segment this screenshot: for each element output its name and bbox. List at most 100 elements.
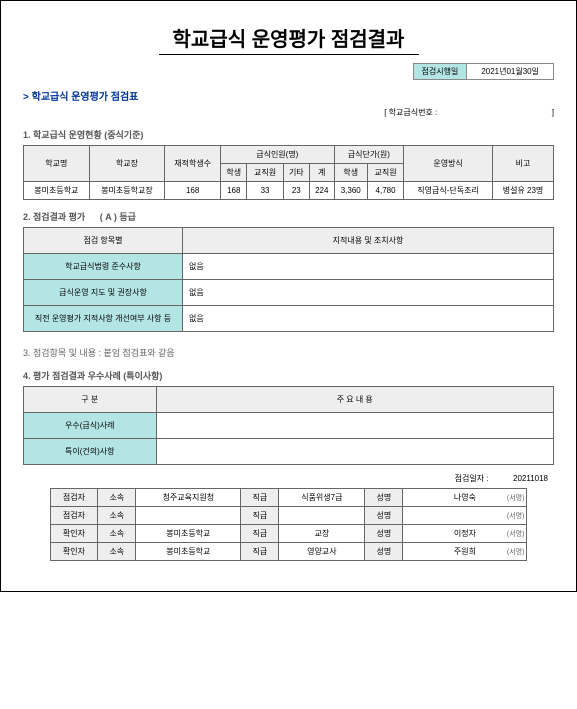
cell-content: 없음: [183, 254, 554, 280]
table-row: 확인자 소속 봉미초등학교 직급 교장 성명 이정자(서명): [50, 525, 527, 543]
cell-content: 없음: [183, 306, 554, 332]
cell-content: [156, 413, 554, 439]
cell-affil: [136, 507, 241, 525]
th-name-label: 성명: [365, 507, 403, 525]
cell-content: [156, 439, 554, 465]
th-student: 학생: [221, 164, 247, 182]
cell-pos: [279, 507, 365, 525]
th-staff2: 교직원: [367, 164, 403, 182]
cell-cost-student: 3,360: [334, 182, 367, 200]
cell-name: (서명): [403, 507, 527, 525]
th-affil-label: 소속: [98, 489, 136, 507]
cell-content: 없음: [183, 280, 554, 306]
th-student2: 학생: [334, 164, 367, 182]
table-row: 점검자 소속 직급 성명 (서명): [50, 507, 527, 525]
cell-pos: 교장: [279, 525, 365, 543]
date-block: 점검시행일 2021년01월30일: [23, 63, 554, 80]
cell-affil: 봉미초등학교: [136, 543, 241, 561]
th-head: 학교장: [89, 146, 165, 182]
cell-item: 직전 운영평가 지적사항 개선여부 사항 등: [24, 306, 183, 332]
date-label: 점검시행일: [413, 63, 468, 80]
table-row: 점검자 소속 청주교육지원청 직급 식품위생7급 성명 나영숙(서명): [50, 489, 527, 507]
cell-item: 학교급식법령 준수사항: [24, 254, 183, 280]
th-item: 점검 항목별: [24, 228, 183, 254]
cell-cost-staff: 4,780: [367, 182, 403, 200]
cell-enroll: 168: [165, 182, 221, 200]
cell-kind: 특이(건의)사항: [24, 439, 157, 465]
th-maincontent: 주 요 내 용: [156, 387, 554, 413]
inspect-date-value: 20211018: [513, 474, 548, 483]
th-note: 비고: [493, 146, 554, 182]
cell-name: 이정자 (서명): [403, 525, 527, 543]
th-staff: 교직원: [247, 164, 283, 182]
th-other: 기타: [283, 164, 309, 182]
name-text: 나영숙: [454, 493, 476, 502]
inspect-date-label: 점검일자 :: [455, 474, 489, 483]
sig-label: (서명): [507, 511, 525, 521]
th-mealpeople: 급식인원(명): [221, 146, 334, 164]
th-role: 확인자: [50, 543, 98, 561]
th-role: 점검자: [50, 507, 98, 525]
cell-name: 나영숙 (서명): [403, 489, 527, 507]
sec2-grade: ( A ) 등급: [100, 212, 136, 222]
th-method: 운영방식: [404, 146, 493, 182]
th-name-label: 성명: [365, 543, 403, 561]
document-page: 학교급식 운영평가 점검결과 점검시행일 2021년01월30일 > 학교급식 …: [0, 0, 577, 592]
cell-other: 23: [283, 182, 309, 200]
name-text: 주원희: [454, 547, 476, 556]
th-school: 학교명: [24, 146, 90, 182]
cell-pos: 식품위생7급: [279, 489, 365, 507]
cell-note: 병설유 23명: [493, 182, 554, 200]
subtitle: > 학교급식 운영평가 점검표: [23, 88, 554, 103]
cell-pos: 영양교사: [279, 543, 365, 561]
table-row: 우수(급식)사례: [24, 413, 554, 439]
sec4-label: 4. 평가 점검결과 우수사례 (특이사항): [23, 369, 554, 382]
table-row: 특이(건의)사항: [24, 439, 554, 465]
sig-label: (서명): [507, 493, 525, 503]
sec2-label-text: 2. 점검결과 평가: [23, 212, 85, 222]
ref-label: [ 학교급식번호 :: [384, 108, 437, 117]
cell-affil: 청주교육지원청: [136, 489, 241, 507]
th-role: 점검자: [50, 489, 98, 507]
table-row: 직전 운영평가 지적사항 개선여부 사항 등 없음: [24, 306, 554, 332]
sec3-text: 3. 점검항목 및 내용 : 붙임 점검표와 같음: [23, 346, 554, 359]
th-name-label: 성명: [365, 489, 403, 507]
th-affil-label: 소속: [98, 525, 136, 543]
table-eval: 점검 항목별 지적내용 및 조치사항 학교급식법령 준수사항 없음 급식운영 지…: [23, 227, 554, 332]
ref-line: [ 학교급식번호 : ]: [23, 107, 554, 118]
sig-label: (서명): [507, 547, 525, 557]
cell-total: 224: [309, 182, 334, 200]
cell-item: 급식운영 지도 및 권장사항: [24, 280, 183, 306]
th-affil-label: 소속: [98, 507, 136, 525]
table-row: 확인자 소속 봉미초등학교 직급 영양교사 성명 주원희 (서명): [50, 543, 527, 561]
name-text: 이정자: [454, 529, 476, 538]
table-cases: 구 분 주 요 내 용 우수(급식)사례 특이(건의)사항: [23, 386, 554, 465]
table-status: 학교명 학교장 재적학생수 급식인원(명) 급식단가(원) 운영방식 비고 학생…: [23, 145, 554, 200]
cell-affil: 봉미초등학교: [136, 525, 241, 543]
page-title: 학교급식 운영평가 점검결과: [23, 23, 554, 52]
th-pos-label: 직급: [241, 507, 279, 525]
th-pos-label: 직급: [241, 525, 279, 543]
th-affil-label: 소속: [98, 543, 136, 561]
cell-head: 봉미초등학교장: [89, 182, 165, 200]
cell-school: 봉미초등학교: [24, 182, 90, 200]
inspect-date: 점검일자 : 20211018: [23, 473, 548, 484]
th-kind: 구 분: [24, 387, 157, 413]
table-row: 학교급식법령 준수사항 없음: [24, 254, 554, 280]
cell-staff: 33: [247, 182, 283, 200]
th-name-label: 성명: [365, 525, 403, 543]
sec2-label: 2. 점검결과 평가 ( A ) 등급: [23, 210, 554, 223]
sig-label: (서명): [507, 529, 525, 539]
cell-kind: 우수(급식)사례: [24, 413, 157, 439]
th-pos-label: 직급: [241, 543, 279, 561]
table-row: 급식운영 지도 및 권장사항 없음: [24, 280, 554, 306]
th-enroll: 재적학생수: [165, 146, 221, 182]
cell-method: 직영급식-단독조리: [404, 182, 493, 200]
date-value: 2021년01월30일: [467, 63, 554, 80]
sec1-label: 1. 학교급식 운영현황 (중식기준): [23, 128, 554, 141]
ref-end: ]: [552, 108, 554, 117]
th-content: 지적내용 및 조치사항: [183, 228, 554, 254]
cell-student: 168: [221, 182, 247, 200]
title-underline: [159, 54, 419, 55]
table-row: 봉미초등학교 봉미초등학교장 168 168 33 23 224 3,360 4…: [24, 182, 554, 200]
